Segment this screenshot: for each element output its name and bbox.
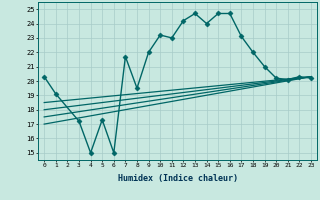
X-axis label: Humidex (Indice chaleur): Humidex (Indice chaleur) [118, 174, 238, 183]
